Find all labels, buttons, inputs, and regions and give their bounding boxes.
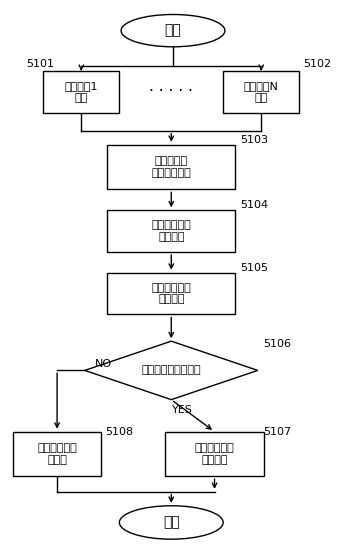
- Text: YES: YES: [172, 405, 193, 414]
- Bar: [165, 432, 264, 476]
- Text: · · · · ·: · · · · ·: [149, 85, 193, 99]
- Bar: [43, 71, 119, 113]
- Text: 5104: 5104: [240, 200, 268, 210]
- Text: 5108: 5108: [106, 427, 134, 437]
- Text: 没检测到从机
并输出: 没检测到从机 并输出: [37, 443, 77, 465]
- Text: 光电装置1
读取: 光电装置1 读取: [65, 81, 98, 102]
- Bar: [223, 71, 299, 113]
- Text: 是否符合编程规律？: 是否符合编程规律？: [142, 365, 201, 375]
- Text: 光电脉冲频率
曲线生成: 光电脉冲频率 曲线生成: [152, 221, 191, 242]
- Text: 结束: 结束: [163, 515, 180, 530]
- Text: 判断是否有串
户并输出: 判断是否有串 户并输出: [195, 443, 234, 465]
- Bar: [107, 145, 235, 189]
- Polygon shape: [85, 341, 258, 400]
- Bar: [107, 211, 235, 252]
- Text: 5107: 5107: [263, 427, 291, 437]
- Text: 5102: 5102: [303, 59, 331, 69]
- Text: 光电脉冲频
率、脉宽计算: 光电脉冲频 率、脉宽计算: [152, 157, 191, 178]
- Text: 5101: 5101: [26, 59, 54, 69]
- Ellipse shape: [119, 506, 223, 539]
- Bar: [13, 432, 101, 476]
- Text: 开始: 开始: [165, 23, 181, 38]
- Text: 5106: 5106: [263, 339, 291, 349]
- Text: 光电装置N
读取: 光电装置N 读取: [244, 81, 279, 102]
- Ellipse shape: [121, 14, 225, 47]
- Text: 5105: 5105: [240, 263, 268, 273]
- Text: NO: NO: [95, 359, 112, 369]
- Text: 5103: 5103: [240, 135, 268, 145]
- Text: 光电脉冲频率
曲线比对: 光电脉冲频率 曲线比对: [152, 283, 191, 304]
- Bar: [107, 273, 235, 314]
